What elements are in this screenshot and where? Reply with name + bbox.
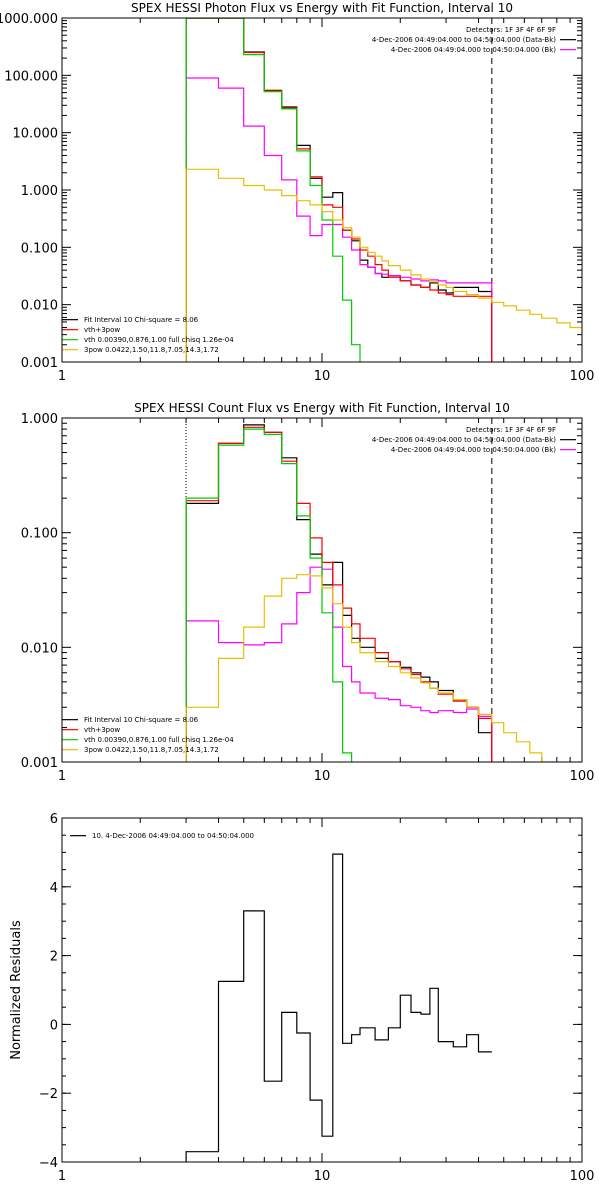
y-tick-label: 6	[50, 812, 58, 827]
plot-frame	[61, 817, 583, 1163]
y-tick-label: 1.000	[21, 184, 58, 199]
series-vth	[185, 428, 353, 762]
y-tick-label: 10.000	[13, 127, 59, 142]
y-tick-label: 1000.000	[0, 12, 58, 27]
series-3pow	[185, 574, 558, 762]
x-tick-label: 10	[314, 1169, 331, 1184]
x-tick-label: 1	[58, 369, 66, 384]
legend-entry: 3pow 0.0422,1.50,11.8,7.05,14.3,1.72	[84, 746, 219, 754]
legend-entry: 4-Dec-2006 04:49:04.000 to 04:50:04.000 …	[372, 36, 556, 44]
y-tick-label: 0.010	[21, 641, 58, 656]
legend-entry: vth 0.00390,0.876,1.00 full chisq 1.26e-…	[84, 336, 234, 344]
series-bk	[185, 566, 493, 762]
plot-frame	[61, 17, 583, 363]
series-data-bk	[185, 424, 493, 762]
legend-entry: Detectors: 1F 3F 4F 6F 9F	[466, 26, 556, 34]
series-vth-3pow	[185, 18, 493, 362]
chart-title: SPEX HESSI Photon Flux vs Energy with Fi…	[131, 1, 513, 15]
chart-panel-2: SPEX HESSI Count Flux vs Energy with Fit…	[21, 401, 595, 784]
legend-entry: vth+3pow	[84, 726, 120, 734]
x-tick-label: 10	[314, 369, 331, 384]
legend-entry: 10. 4-Dec-2006 04:49:04.000 to 04:50:04.…	[92, 832, 254, 840]
y-tick-label: 2	[50, 950, 58, 965]
legend-entry: vth+3pow	[84, 326, 120, 334]
x-tick-label: 100	[570, 1169, 595, 1184]
y-tick-label: −4	[39, 1156, 58, 1171]
legend-entry: Fit Interval 10 Chi-square = 8.06	[84, 716, 199, 724]
series-3pow	[185, 168, 582, 362]
y-tick-label: 0	[50, 1018, 58, 1033]
chart-panel-1: SPEX HESSI Photon Flux vs Energy with Fi…	[0, 1, 594, 384]
y-tick-label: 0.010	[21, 299, 58, 314]
x-tick-label: 100	[570, 369, 595, 384]
y-tick-label: 0.001	[21, 756, 58, 771]
legend-entry: Detectors: 1F 3F 4F 6F 9F	[466, 426, 556, 434]
y-tick-label: 1.000	[21, 412, 58, 427]
y-tick-label: 0.100	[21, 241, 58, 256]
series-data-bk	[185, 18, 493, 362]
y-tick-label: 4	[50, 881, 58, 896]
x-tick-label: 100	[570, 769, 595, 784]
legend-entry: 4-Dec-2006 04:49:04.000 to 04:50:04.000 …	[391, 46, 556, 54]
plot-frame	[61, 417, 583, 763]
y-tick-label: 100.000	[4, 69, 58, 84]
x-tick-label: 1	[58, 769, 66, 784]
chart-panel-3: Normalized Residuals 1 10 100 −4 −2 0 2 4 6 10. 4-…	[9, 812, 594, 1184]
chart-title: SPEX HESSI Count Flux vs Energy with Fit…	[134, 401, 510, 415]
series-vth	[185, 18, 361, 362]
y-tick-label: 0.001	[21, 356, 58, 371]
series-residuals	[185, 853, 492, 1162]
legend-entry: Fit Interval 10 Chi-square = 8.06	[84, 316, 199, 324]
x-tick-label: 10	[314, 769, 331, 784]
x-tick-label: 1	[58, 1169, 66, 1184]
legend-entry: 3pow 0.0422,1.50,11.8,7.05,14.3,1.72	[84, 346, 219, 354]
series-bk	[185, 77, 493, 362]
y-tick-label: −2	[39, 1087, 58, 1102]
y-axis-label: Normalized Residuals	[9, 920, 24, 1060]
legend-entry: 4-Dec-2006 04:49:04.000 to 04:50:04.000 …	[372, 436, 556, 444]
y-tick-label: 0.100	[21, 527, 58, 542]
legend-entry: 4-Dec-2006 04:49:04.000 to 04:50:04.000 …	[391, 446, 556, 454]
legend-entry: vth 0.00390,0.876,1.00 full chisq 1.26e-…	[84, 736, 234, 744]
series-vth-3pow	[185, 426, 493, 762]
